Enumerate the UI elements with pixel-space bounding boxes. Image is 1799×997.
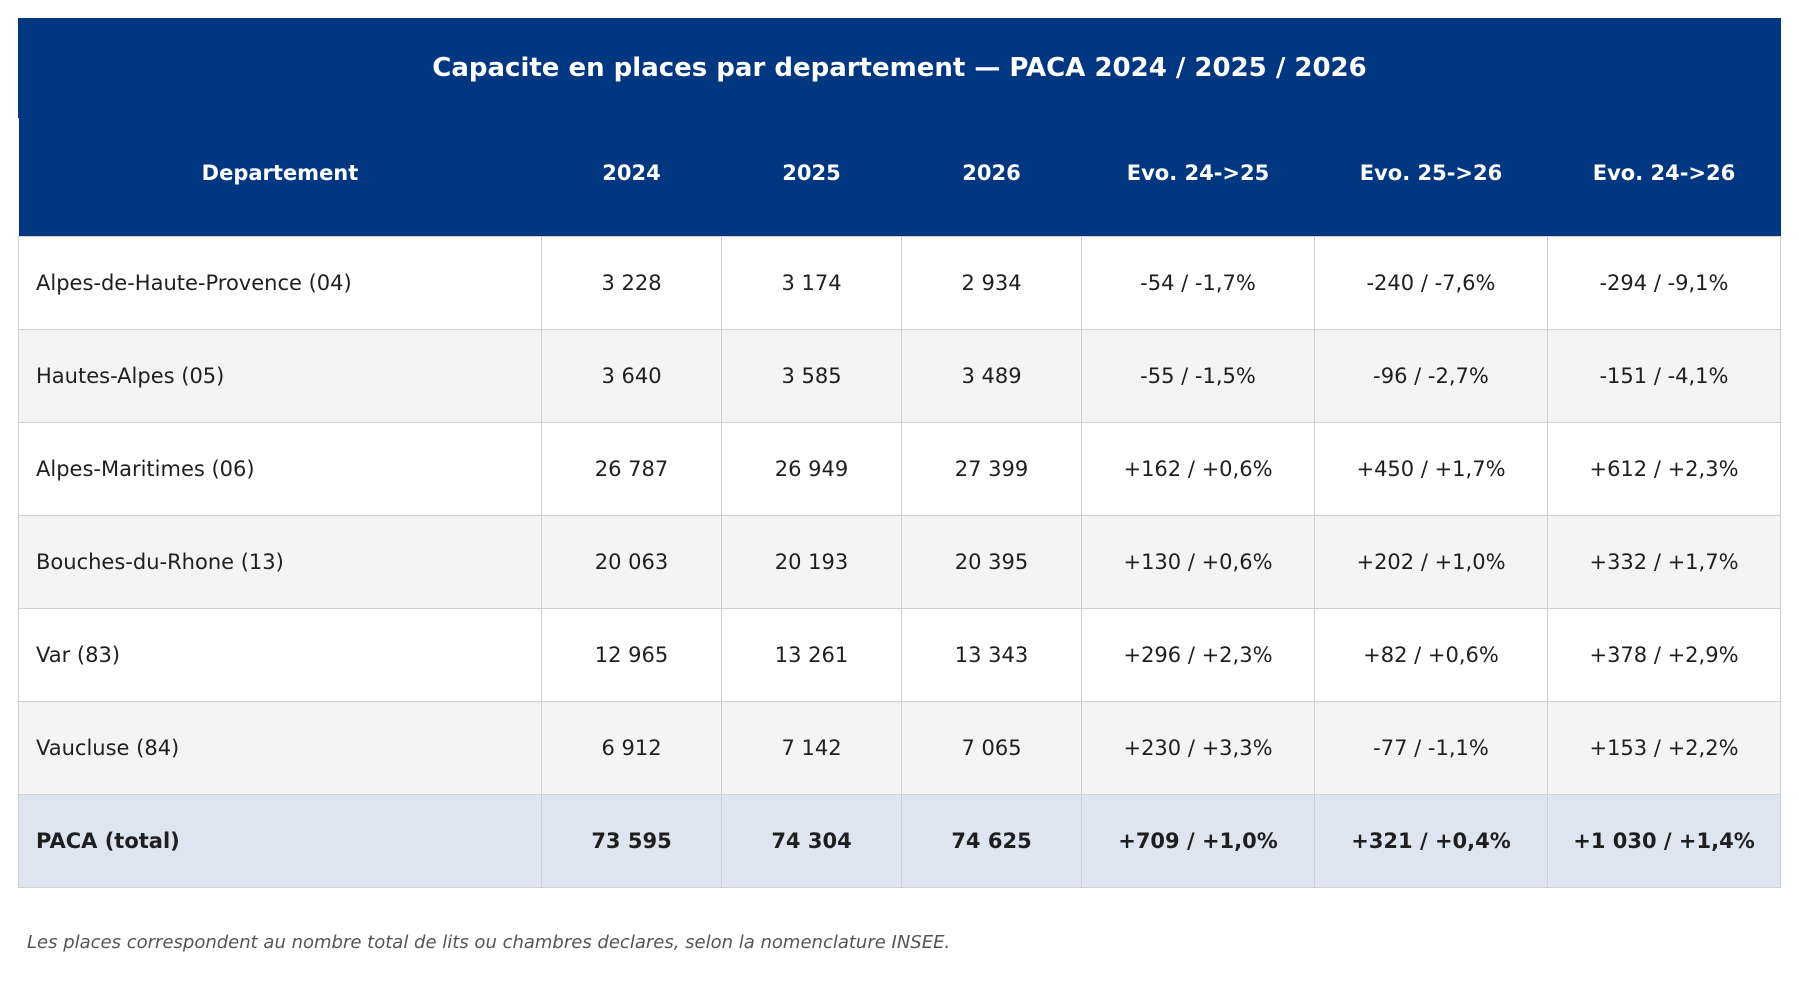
col-header-2024: 2024 xyxy=(541,118,722,237)
cell-evo-25-26: -96 / -2,7% xyxy=(1314,329,1548,423)
cell-departement: Alpes-de-Haute-Provence (04) xyxy=(18,236,542,330)
cell-evo-24-25: +230 / +3,3% xyxy=(1081,701,1315,795)
cell-departement: Bouches-du-Rhone (13) xyxy=(18,515,542,609)
cell-2025: 26 949 xyxy=(721,422,902,516)
table-row: Bouches-du-Rhone (13) 20 063 20 193 20 3… xyxy=(18,515,1781,609)
col-header-departement: Departement xyxy=(18,118,542,237)
cell-2025: 74 304 xyxy=(721,794,902,888)
cell-evo-24-25: -54 / -1,7% xyxy=(1081,236,1315,330)
cell-2025: 3 585 xyxy=(721,329,902,423)
cell-departement: Alpes-Maritimes (06) xyxy=(18,422,542,516)
cell-evo-24-25: +296 / +2,3% xyxy=(1081,608,1315,702)
cell-evo-24-26: +1 030 / +1,4% xyxy=(1547,794,1781,888)
total-row: PACA (total) 73 595 74 304 74 625 +709 /… xyxy=(18,794,1781,888)
cell-evo-25-26: -240 / -7,6% xyxy=(1314,236,1548,330)
cell-evo-25-26: -77 / -1,1% xyxy=(1314,701,1548,795)
cell-2025: 7 142 xyxy=(721,701,902,795)
cell-departement: Hautes-Alpes (05) xyxy=(18,329,542,423)
cell-2024: 3 640 xyxy=(541,329,722,423)
capacity-table: Departement 2024 2025 2026 Evo. 24->25 E… xyxy=(18,118,1781,888)
cell-2024: 3 228 xyxy=(541,236,722,330)
cell-evo-24-25: -55 / -1,5% xyxy=(1081,329,1315,423)
col-header-evo-24-26: Evo. 24->26 xyxy=(1547,118,1781,237)
cell-evo-24-26: +378 / +2,9% xyxy=(1547,608,1781,702)
cell-evo-24-26: +153 / +2,2% xyxy=(1547,701,1781,795)
cell-2024: 73 595 xyxy=(541,794,722,888)
footnote: Les places correspondent au nombre total… xyxy=(27,932,951,953)
col-header-evo-24-25: Evo. 24->25 xyxy=(1081,118,1315,237)
cell-evo-25-26: +82 / +0,6% xyxy=(1314,608,1548,702)
cell-evo-24-26: +612 / +2,3% xyxy=(1547,422,1781,516)
cell-2025: 3 174 xyxy=(721,236,902,330)
cell-2026: 13 343 xyxy=(901,608,1082,702)
table-row: Alpes-de-Haute-Provence (04) 3 228 3 174… xyxy=(18,236,1781,330)
cell-evo-24-26: +332 / +1,7% xyxy=(1547,515,1781,609)
cell-evo-25-26: +202 / +1,0% xyxy=(1314,515,1548,609)
cell-2025: 20 193 xyxy=(721,515,902,609)
cell-evo-24-26: -151 / -4,1% xyxy=(1547,329,1781,423)
cell-2025: 13 261 xyxy=(721,608,902,702)
cell-evo-25-26: +450 / +1,7% xyxy=(1314,422,1548,516)
cell-evo-24-25: +130 / +0,6% xyxy=(1081,515,1315,609)
col-header-2025: 2025 xyxy=(721,118,902,237)
cell-departement: Var (83) xyxy=(18,608,542,702)
table-row: Alpes-Maritimes (06) 26 787 26 949 27 39… xyxy=(18,422,1781,516)
table-row: Var (83) 12 965 13 261 13 343 +296 / +2,… xyxy=(18,608,1781,702)
table-row: Hautes-Alpes (05) 3 640 3 585 3 489 -55 … xyxy=(18,329,1781,423)
header-row: Departement 2024 2025 2026 Evo. 24->25 E… xyxy=(18,118,1781,237)
cell-2026: 74 625 xyxy=(901,794,1082,888)
cell-2026: 7 065 xyxy=(901,701,1082,795)
cell-evo-24-25: +709 / +1,0% xyxy=(1081,794,1315,888)
table-title: Capacite en places par departement — PAC… xyxy=(18,18,1781,118)
col-header-2026: 2026 xyxy=(901,118,1082,237)
cell-2026: 27 399 xyxy=(901,422,1082,516)
cell-evo-24-26: -294 / -9,1% xyxy=(1547,236,1781,330)
cell-2024: 20 063 xyxy=(541,515,722,609)
cell-2026: 20 395 xyxy=(901,515,1082,609)
cell-2024: 26 787 xyxy=(541,422,722,516)
cell-2024: 12 965 xyxy=(541,608,722,702)
cell-departement: Vaucluse (84) xyxy=(18,701,542,795)
cell-2024: 6 912 xyxy=(541,701,722,795)
table-frame: Capacite en places par departement — PAC… xyxy=(18,18,1781,888)
cell-departement: PACA (total) xyxy=(18,794,542,888)
table-row: Vaucluse (84) 6 912 7 142 7 065 +230 / +… xyxy=(18,701,1781,795)
cell-evo-24-25: +162 / +0,6% xyxy=(1081,422,1315,516)
col-header-evo-25-26: Evo. 25->26 xyxy=(1314,118,1548,237)
cell-evo-25-26: +321 / +0,4% xyxy=(1314,794,1548,888)
cell-2026: 3 489 xyxy=(901,329,1082,423)
cell-2026: 2 934 xyxy=(901,236,1082,330)
